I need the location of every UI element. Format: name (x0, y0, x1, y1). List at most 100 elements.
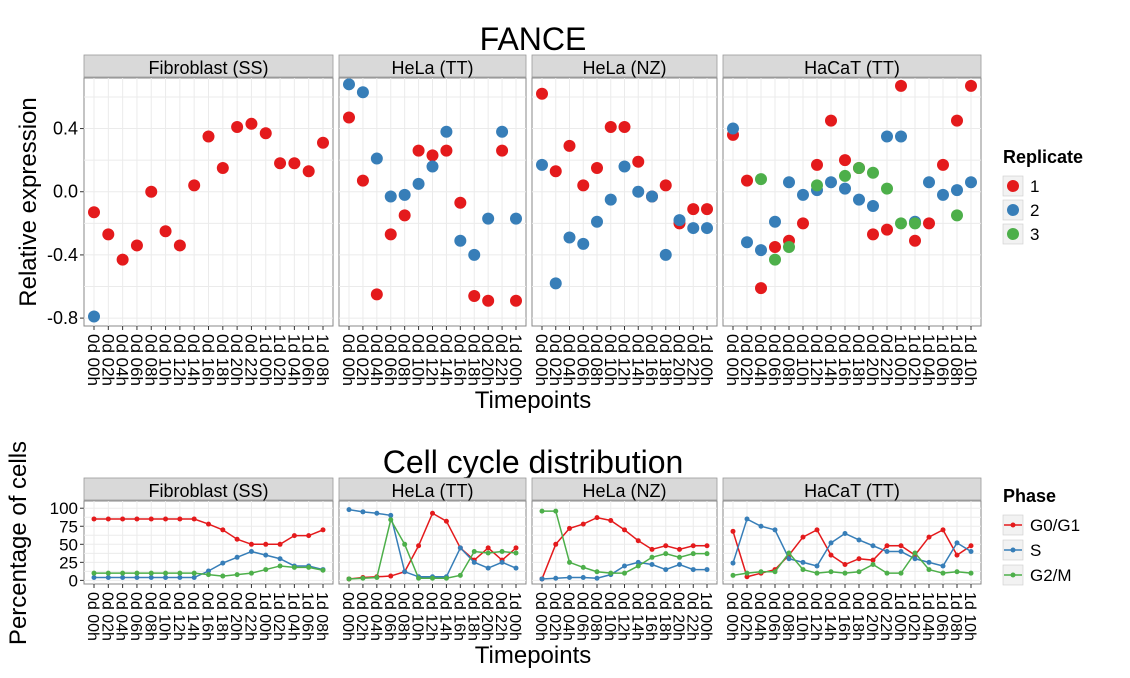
x-tick-label: 0d 06h (127, 592, 144, 641)
x-tick-label: 1d 06h (299, 334, 318, 386)
data-point (412, 144, 425, 157)
data-point (814, 563, 820, 569)
x-tick-label: 0d 12h (423, 334, 442, 386)
data-point (274, 157, 287, 170)
x-tick-label: 0d 06h (765, 592, 782, 641)
data-point (259, 127, 272, 140)
data-point (867, 228, 879, 241)
data-point (457, 572, 463, 578)
data-point (163, 516, 169, 522)
data-point (234, 536, 240, 542)
facet-label: HeLa (NZ) (582, 481, 666, 501)
x-tick-label: 0d 18h (656, 334, 675, 386)
data-point (884, 543, 890, 549)
data-point (173, 239, 186, 252)
x-tick-label: 0d 04h (560, 592, 577, 641)
x-tick-label: 1d 02h (270, 334, 289, 386)
data-point (306, 564, 312, 570)
data-point (145, 185, 158, 198)
data-point (263, 552, 269, 558)
data-point (499, 549, 505, 555)
x-tick-label: 0d 00h (723, 592, 740, 641)
data-point (234, 572, 240, 578)
x-tick-label: 1d 00h (256, 334, 275, 386)
data-point (553, 575, 559, 581)
data-point (320, 567, 326, 573)
x-tick-label: 0d 10h (793, 334, 812, 386)
data-point (302, 165, 315, 178)
data-point (440, 125, 453, 138)
data-point (91, 575, 97, 581)
x-tick-label: 0d 20h (863, 592, 880, 641)
x-tick-label: 0d 12h (423, 592, 440, 641)
data-point (800, 534, 806, 540)
x-tick-label: 1d 08h (947, 334, 966, 386)
data-point (622, 563, 627, 569)
data-point (828, 569, 834, 575)
x-tick-label: 0d 00h (532, 592, 549, 641)
data-point (536, 158, 548, 171)
data-point (842, 530, 848, 536)
data-point (384, 190, 397, 203)
facet-label: Fibroblast (SS) (148, 481, 268, 501)
x-axis-label: Timepoints (475, 642, 591, 669)
data-point (687, 222, 700, 235)
data-point (842, 570, 848, 576)
data-point (430, 510, 435, 516)
data-point (690, 567, 696, 573)
x-tick-label: 1d 08h (947, 592, 964, 641)
data-point (191, 575, 197, 581)
data-point (769, 253, 781, 266)
data-point (291, 564, 297, 570)
legend-label: S (1030, 541, 1041, 560)
data-point (120, 570, 126, 576)
data-point (853, 193, 865, 206)
data-point (951, 114, 963, 127)
data-point (374, 575, 380, 581)
data-point (248, 541, 254, 547)
data-point (940, 570, 946, 576)
data-point (510, 212, 522, 225)
facet-label: HeLa (TT) (391, 58, 473, 78)
x-tick-label: 0d 02h (98, 334, 117, 386)
y-tick-label: -0.4 (47, 245, 78, 265)
x-axis-label: Timepoints (475, 387, 591, 414)
x-tick-label: 0d 22h (683, 592, 700, 641)
data-point (608, 517, 614, 523)
data-point (485, 565, 491, 571)
data-point (567, 575, 572, 581)
data-point (468, 248, 481, 261)
data-point (440, 144, 453, 157)
data-point (306, 533, 312, 539)
x-tick-label: 0d 14h (436, 592, 453, 641)
data-point (755, 173, 767, 186)
data-point (130, 239, 143, 252)
data-point (663, 543, 669, 549)
data-point (188, 179, 201, 192)
x-tick-label: 0d 16h (199, 592, 216, 641)
x-tick-label: 0d 12h (807, 592, 824, 641)
x-tick-label: 1d 04h (919, 334, 938, 386)
data-point (912, 550, 918, 556)
data-point (842, 562, 848, 568)
x-tick-label: 0d 02h (546, 334, 565, 386)
data-point (443, 518, 449, 524)
data-point (701, 203, 713, 216)
data-point (580, 575, 586, 581)
x-tick-label: 0d 14h (821, 592, 838, 641)
data-point (277, 556, 283, 562)
x-tick-label: 0d 10h (793, 592, 810, 641)
x-tick-label: 0d 22h (492, 592, 509, 641)
data-point (513, 545, 519, 551)
data-point (814, 570, 820, 576)
data-point (248, 549, 254, 555)
x-tick-label: 0d 18h (213, 334, 232, 386)
data-point (856, 556, 862, 562)
data-point (539, 576, 545, 582)
data-point (263, 541, 269, 547)
x-tick-label: 0d 20h (478, 592, 495, 641)
data-point (482, 212, 495, 225)
data-point (622, 570, 627, 576)
x-tick-label: 0d 16h (450, 592, 467, 641)
facet-strip (83, 477, 334, 501)
